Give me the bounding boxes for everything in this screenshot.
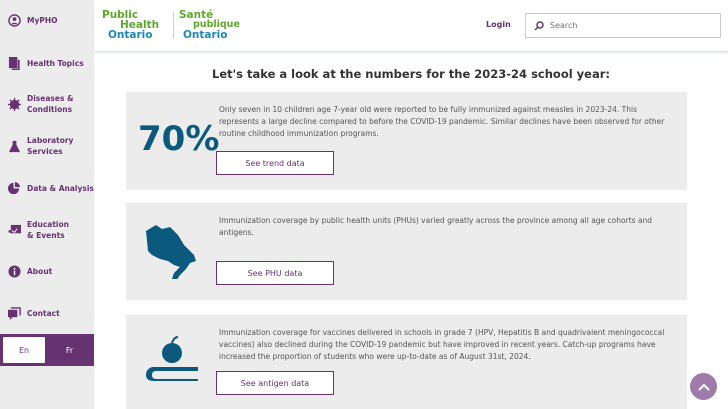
chat-icon xyxy=(8,307,21,320)
lang-fr-button[interactable]: Fr xyxy=(65,345,74,355)
lang-en-button[interactable]: En xyxy=(3,337,45,363)
see-phu-data-button[interactable]: See PHU data xyxy=(216,261,334,285)
stat-card-phu: Immunization coverage by public health u… xyxy=(126,203,687,300)
search-icon xyxy=(534,20,544,31)
sidebar-item-education[interactable]: Education & Events xyxy=(8,219,78,241)
stat-card-trend: 70% Only seven in 10 children age 7-year… xyxy=(126,92,687,190)
scroll-to-top-button[interactable] xyxy=(690,373,717,400)
sidebar-item-laboratory[interactable]: Laboratory Services xyxy=(8,135,78,157)
stat-card-antigen: Immunization coverage for vaccines deliv… xyxy=(126,315,687,409)
sidebar-item-diseases[interactable]: Diseases & Conditions xyxy=(8,93,78,115)
sidebar-item-mypho[interactable]: MyPHO xyxy=(8,14,58,27)
stat-value: 70% xyxy=(138,119,220,159)
card-text: Immunization coverage by public health u… xyxy=(219,216,653,237)
language-switcher: En Fr xyxy=(0,334,94,366)
chevron-up-icon xyxy=(697,383,710,391)
presentation-icon xyxy=(8,224,21,233)
sidebar: MyPHO Health Topics Diseases & Condition… xyxy=(0,0,94,409)
see-trend-data-button[interactable]: See trend data xyxy=(216,151,334,175)
see-antigen-data-button[interactable]: See antigen data xyxy=(216,371,334,395)
login-link[interactable]: Login xyxy=(486,20,511,29)
search-box[interactable] xyxy=(525,13,721,38)
sidebar-item-contact[interactable]: Contact xyxy=(8,307,60,320)
search-input[interactable] xyxy=(550,21,710,30)
user-circle-icon xyxy=(8,14,21,27)
sidebar-item-health-topics[interactable]: Health Topics xyxy=(8,57,84,70)
card-text: Immunization coverage for vaccines deliv… xyxy=(219,328,665,361)
apple-book-icon xyxy=(146,336,198,381)
info-icon xyxy=(8,265,21,278)
sidebar-item-about[interactable]: About xyxy=(8,265,52,278)
documents-icon xyxy=(8,57,20,70)
virus-icon xyxy=(8,97,21,111)
logo-divider xyxy=(173,12,174,39)
sidebar-item-data-analysis[interactable]: Data & Analysis xyxy=(8,182,94,195)
flask-icon xyxy=(8,140,21,152)
ontario-map-icon xyxy=(146,225,196,279)
page-title: Let's take a look at the numbers for the… xyxy=(212,67,610,81)
card-text: Only seven in 10 children age 7-year old… xyxy=(219,105,665,138)
pie-chart-icon xyxy=(8,182,21,195)
header: Public Health Ontario Santé publique Ont… xyxy=(94,0,728,51)
